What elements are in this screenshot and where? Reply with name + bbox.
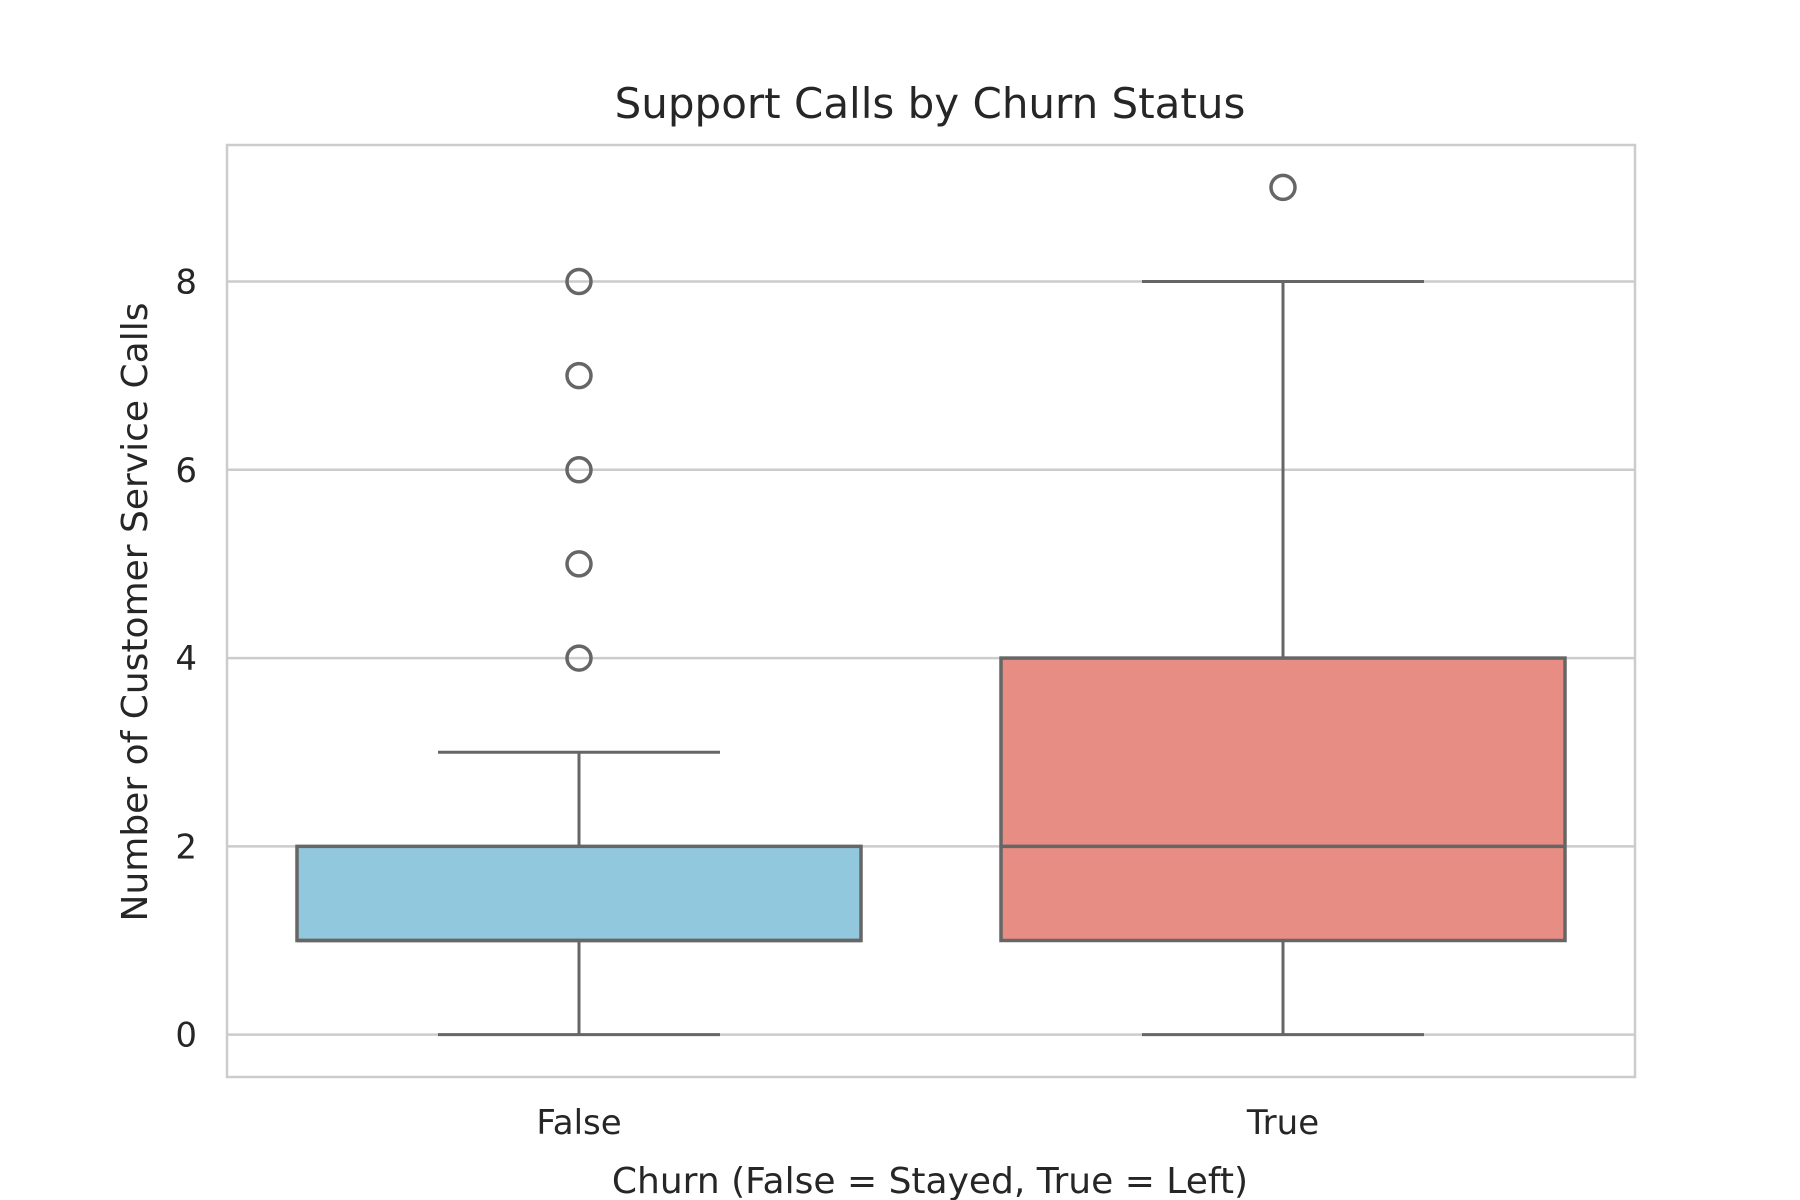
outlier-point-false xyxy=(565,550,593,578)
outlier-point-false xyxy=(565,644,593,672)
x-axis-label: Churn (False = Stayed, True = Left) xyxy=(612,1161,1248,1200)
ticks-layer: 0 2 4 6 8 False True xyxy=(175,263,1319,1143)
x-tick-label-true: True xyxy=(1246,1103,1319,1143)
y-axis-label: Number of Customer Service Calls xyxy=(115,303,156,922)
outlier-point-true xyxy=(1269,173,1297,202)
y-tick-label: 8 xyxy=(175,263,197,303)
outlier-point-false xyxy=(565,456,593,484)
y-tick-label: 4 xyxy=(175,639,197,679)
box-group-true xyxy=(999,173,1567,1037)
box-group-false xyxy=(295,267,863,1037)
x-tick-label-false: False xyxy=(536,1103,621,1143)
box-false xyxy=(295,844,863,943)
box-true xyxy=(999,656,1567,943)
plot-frame xyxy=(225,143,1637,1079)
y-tick-label: 2 xyxy=(175,827,197,867)
outlier-point-false xyxy=(565,361,593,390)
boxes-layer xyxy=(295,173,1567,1037)
chart-title: Support Calls by Churn Status xyxy=(615,79,1246,128)
outlier-point-false xyxy=(565,267,593,296)
y-tick-label: 6 xyxy=(175,451,197,491)
y-tick-label: 0 xyxy=(175,1016,197,1056)
